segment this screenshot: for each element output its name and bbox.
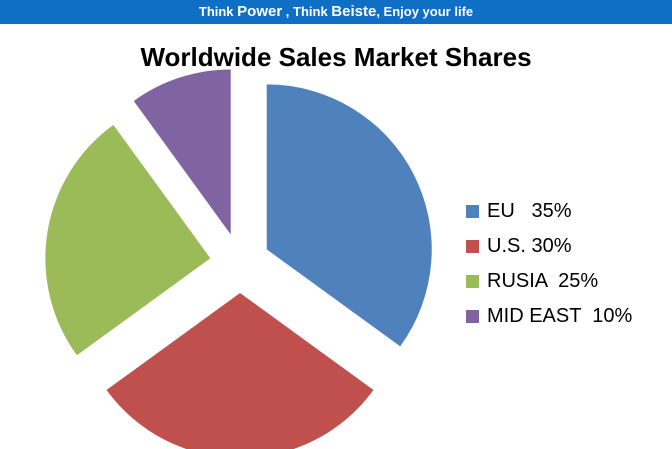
- legend-swatch-mid-east: [466, 309, 479, 323]
- legend-label-eu: EU 35%: [487, 200, 572, 222]
- pie-slice-eu: [266, 84, 432, 347]
- top-banner: Think Power , Think Beiste, Enjoy your l…: [0, 0, 672, 24]
- legend-label-us: U.S. 30%: [487, 235, 572, 257]
- pie-slice-u-s: [106, 293, 374, 449]
- banner-text-3: , Think: [282, 4, 332, 19]
- legend-item-mid-east: MID EAST 10%: [466, 301, 632, 336]
- legend-label-mid-east: MID EAST 10%: [487, 305, 633, 327]
- legend-swatch-us: [466, 239, 479, 253]
- banner-text-2: Power: [237, 3, 283, 20]
- pie-slice-mid-east: [133, 69, 231, 235]
- pie-slice-rusia: [45, 124, 211, 356]
- legend-item-us: U.S. 30%: [466, 231, 632, 266]
- banner-text-5: , Enjoy your life: [376, 4, 474, 19]
- legend-item-eu: EU 35%: [466, 196, 632, 231]
- legend-item-rusia: RUSIA 25%: [466, 266, 632, 301]
- legend-swatch-rusia: [466, 274, 479, 288]
- banner-text-1: Think: [198, 4, 238, 19]
- legend-label-rusia: RUSIA 25%: [487, 270, 599, 292]
- chart-title: Worldwide Sales Market Shares: [140, 42, 532, 72]
- legend-swatch-eu: [466, 204, 479, 218]
- banner-text-4: Beiste: [331, 3, 377, 20]
- chart-legend: EU 35% U.S. 30% RUSIA 25% MID EAST 10%: [466, 196, 632, 336]
